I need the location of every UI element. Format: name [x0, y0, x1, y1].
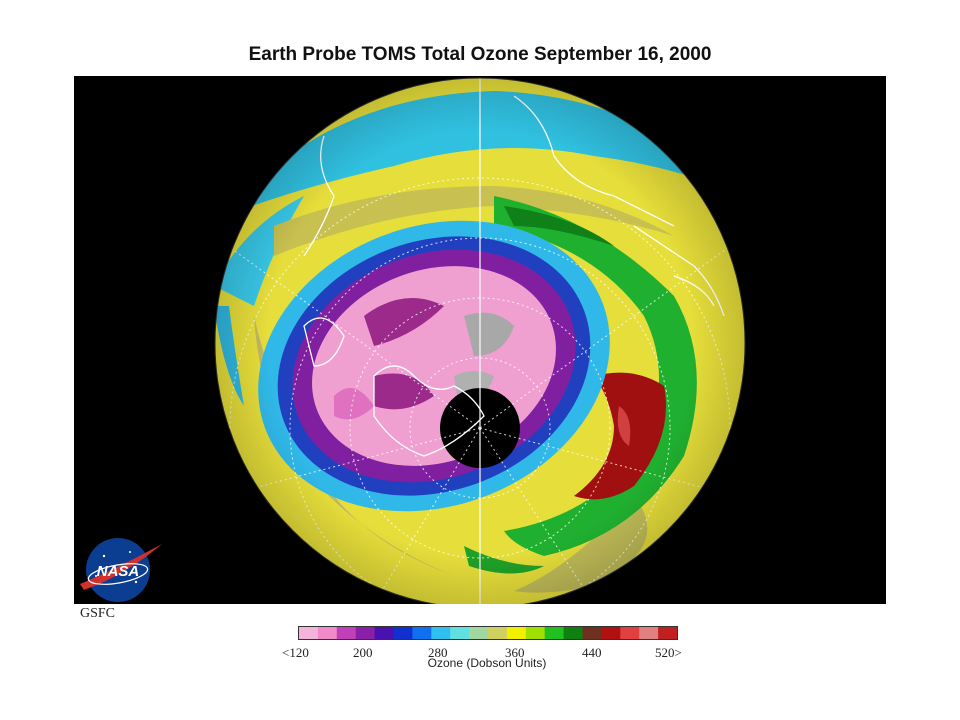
agency-label: GSFC: [80, 606, 116, 621]
colorbar-swatch: [469, 627, 489, 639]
tick-label: 520>: [655, 645, 682, 660]
colorbar-swatch: [488, 627, 508, 639]
colorbar-swatch: [525, 627, 546, 639]
colorbar-swatch: [563, 627, 583, 639]
colorbar-swatch: [355, 627, 376, 639]
colorbar-label: Ozone (Dobson Units): [427, 656, 547, 670]
tick-label: 280: [428, 645, 448, 660]
tick-label: 200: [353, 645, 373, 660]
colorbar-swatch: [450, 627, 470, 639]
colorbar-swatch: [431, 627, 451, 639]
colorbar-swatch: [639, 627, 659, 639]
page-title: Earth Probe TOMS Total Ozone September 1…: [248, 44, 712, 65]
colorbar-swatch: [393, 627, 413, 639]
tick-label: <120: [282, 645, 309, 660]
colorbar-swatch: [544, 627, 565, 639]
colorbar-swatch: [299, 627, 319, 639]
colorbar-swatch: [506, 627, 527, 639]
nasa-meatball-icon: NASA: [74, 536, 166, 606]
tick-label: 440: [582, 645, 602, 660]
nasa-logo-text: NASA: [97, 563, 140, 580]
colorbar-swatch: [317, 627, 338, 639]
colorbar-swatch: [582, 627, 602, 639]
colorbar-swatch: [620, 627, 640, 639]
colorbar-swatch: [601, 627, 621, 639]
ozone-map-panel: [74, 76, 886, 604]
colorbar-swatch: [336, 627, 357, 639]
colorbar-swatch: [374, 627, 394, 639]
ozone-globe-map: [214, 77, 746, 604]
colorbar-swatch: [412, 627, 432, 639]
colorbar: [298, 626, 678, 640]
colorbar-swatch: [658, 627, 677, 639]
colorbar-gradient: [299, 627, 677, 639]
tick-label: 360: [505, 645, 525, 660]
